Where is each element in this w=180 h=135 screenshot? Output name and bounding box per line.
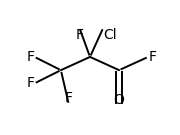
- Text: F: F: [26, 50, 34, 64]
- Text: F: F: [65, 91, 73, 104]
- Text: O: O: [114, 93, 125, 107]
- Text: F: F: [75, 28, 83, 42]
- Text: F: F: [148, 50, 156, 64]
- Text: F: F: [26, 76, 34, 90]
- Text: Cl: Cl: [103, 28, 117, 42]
